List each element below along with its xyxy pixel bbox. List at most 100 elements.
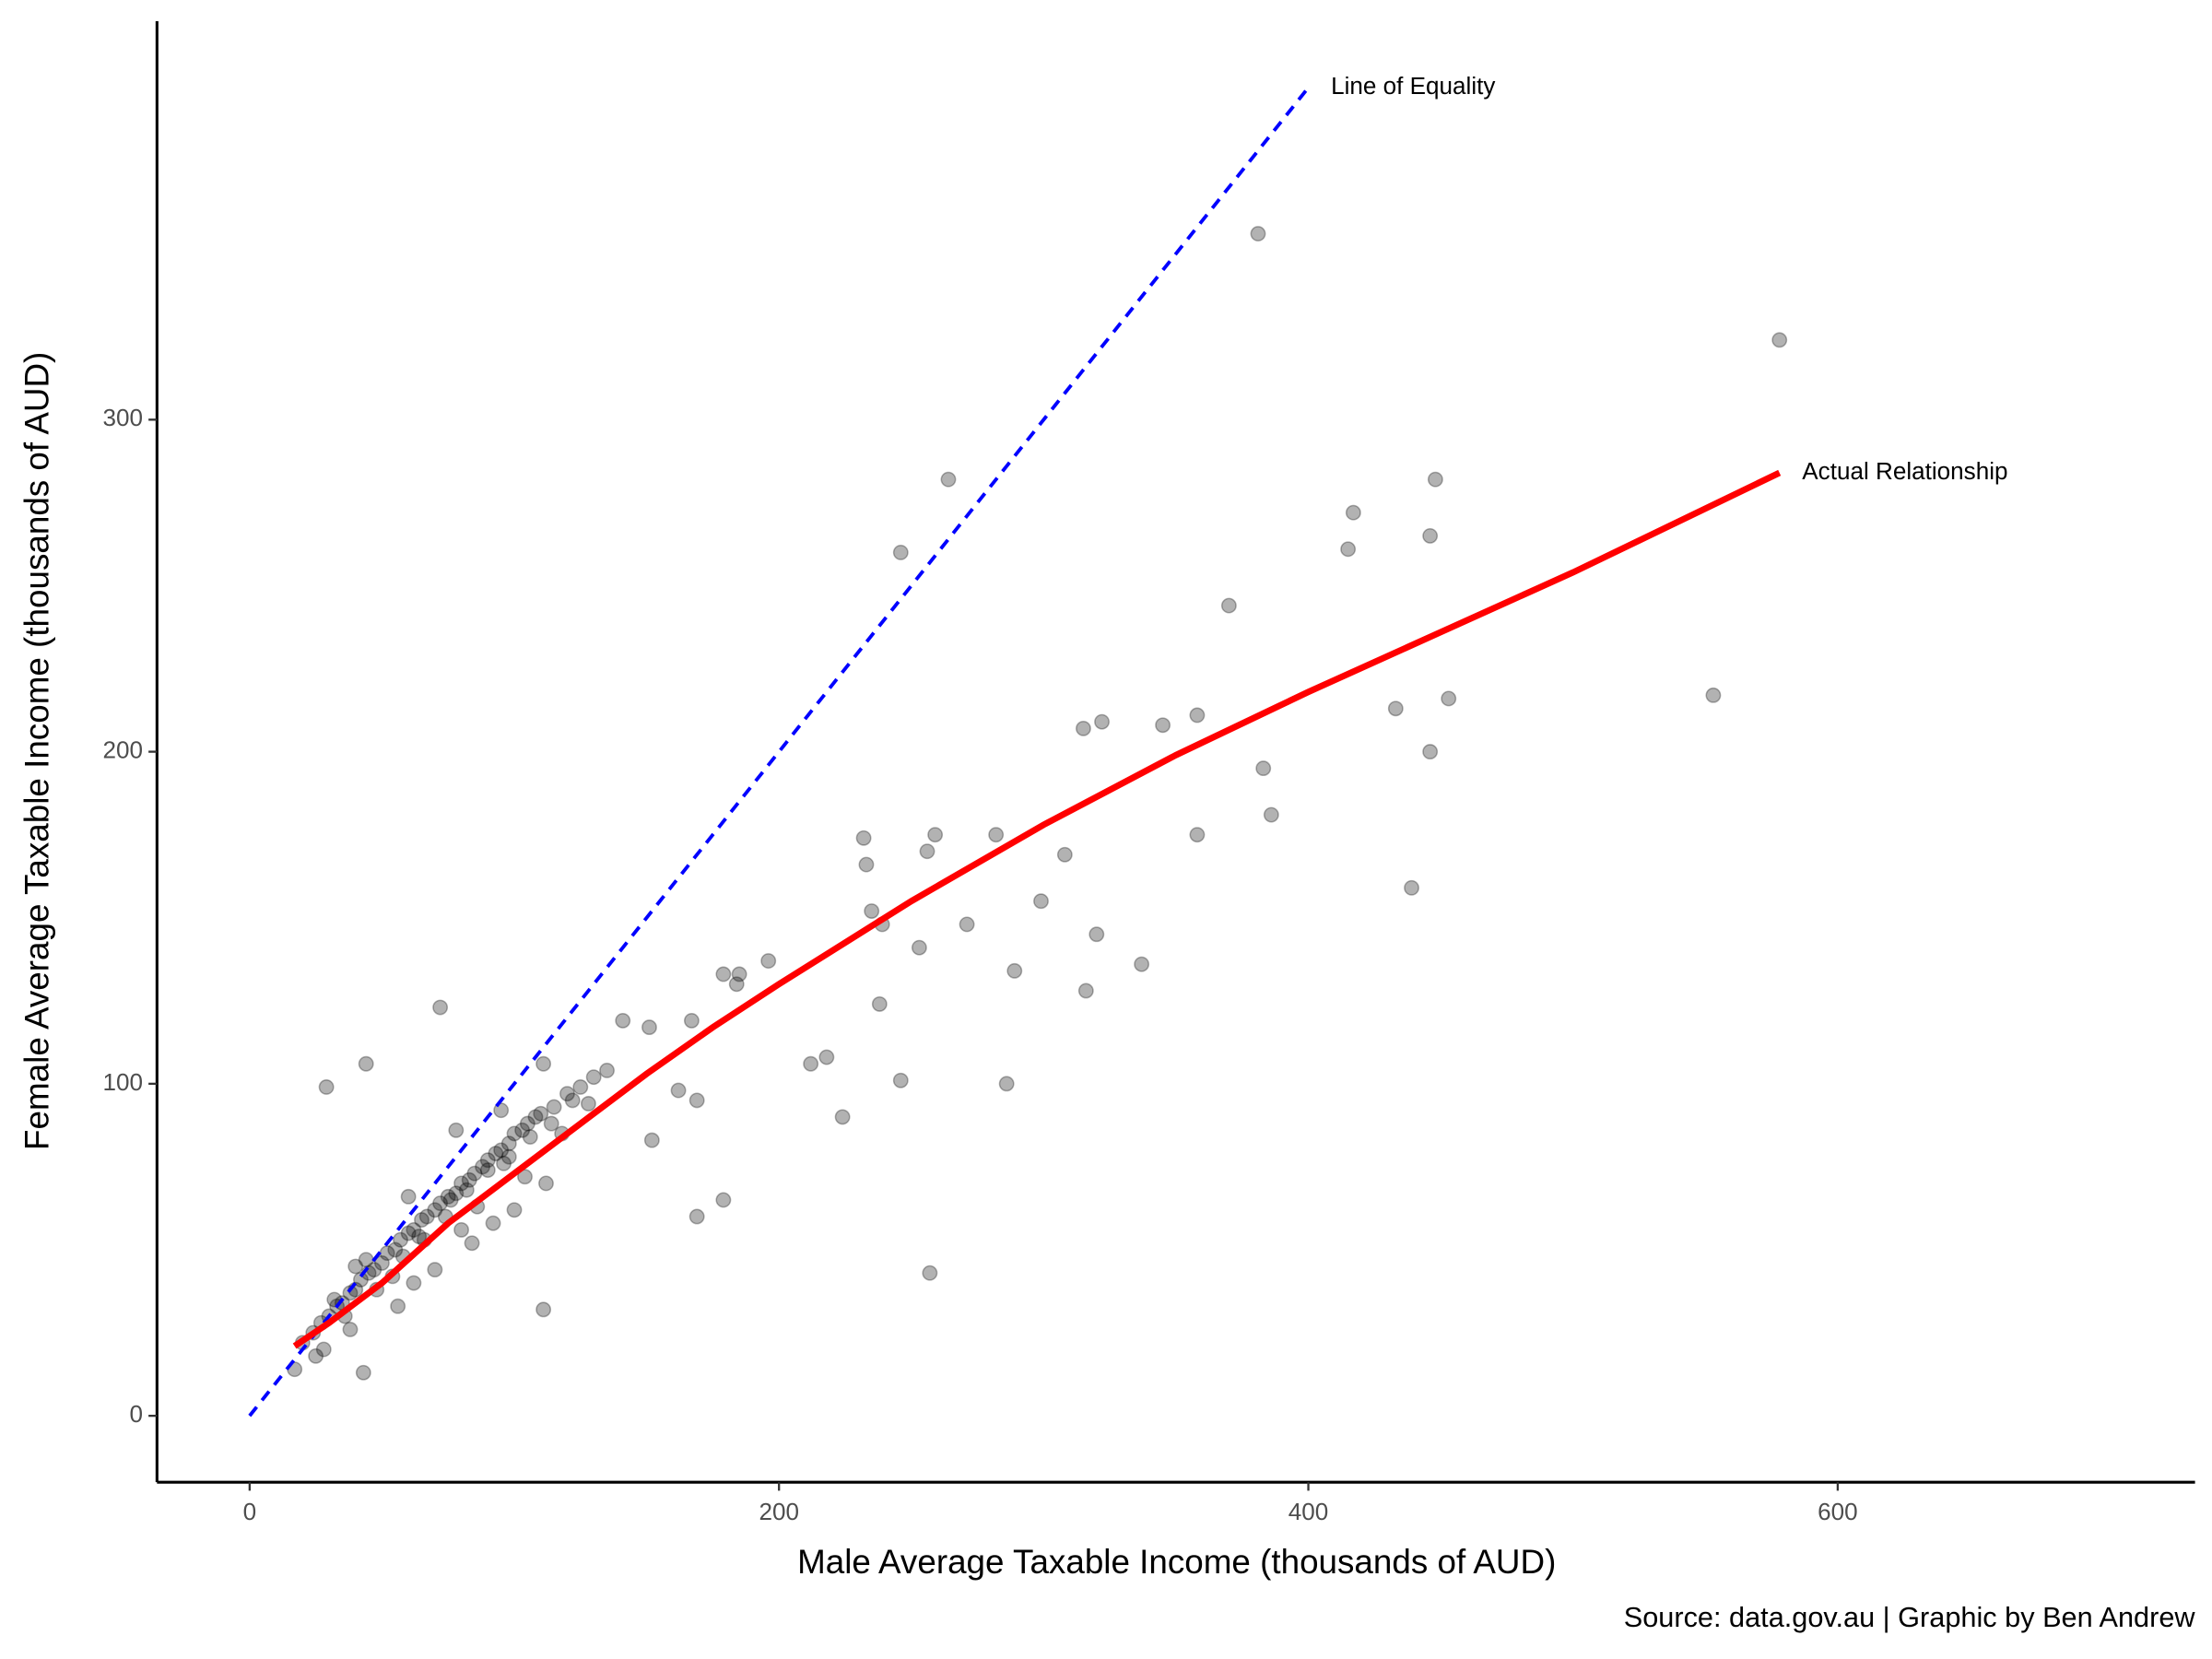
point <box>479 1162 496 1178</box>
point <box>559 1086 575 1102</box>
point <box>308 1347 324 1364</box>
point <box>670 1082 687 1099</box>
point <box>1263 806 1279 823</box>
point <box>535 1301 552 1318</box>
point <box>1422 744 1439 760</box>
point <box>683 1012 700 1029</box>
point <box>406 1275 422 1291</box>
point <box>1088 926 1105 943</box>
point <box>387 1241 404 1258</box>
point <box>479 1152 496 1169</box>
point <box>818 1049 835 1065</box>
point <box>411 1229 428 1245</box>
x-tick-label: 0 <box>243 1498 257 1525</box>
point <box>599 1063 615 1078</box>
x-tick-label: 200 <box>759 1498 799 1525</box>
point <box>506 1125 523 1142</box>
point <box>803 1055 819 1072</box>
point <box>432 1195 449 1212</box>
point <box>911 939 927 956</box>
point <box>728 976 745 993</box>
point <box>959 916 975 933</box>
point <box>427 1262 443 1278</box>
point <box>373 1254 390 1271</box>
point <box>535 1055 552 1072</box>
point <box>715 1192 732 1208</box>
point <box>688 1092 705 1109</box>
point <box>572 1079 589 1095</box>
point <box>448 1122 465 1138</box>
point <box>500 1148 517 1165</box>
point <box>453 1175 470 1192</box>
point <box>1094 713 1110 730</box>
point <box>1076 720 1091 736</box>
point <box>418 1208 435 1225</box>
point <box>342 1322 359 1337</box>
point <box>892 1072 909 1088</box>
point <box>400 1225 417 1241</box>
point <box>315 1341 332 1358</box>
point <box>1006 962 1023 979</box>
point <box>1220 597 1237 614</box>
point <box>892 545 909 560</box>
point <box>342 1285 359 1301</box>
point <box>519 1115 535 1132</box>
point <box>834 1109 851 1125</box>
point <box>585 1069 602 1086</box>
point <box>353 1271 369 1288</box>
point <box>453 1221 470 1238</box>
point <box>517 1169 533 1185</box>
point <box>318 1079 335 1095</box>
x-axis-title: Male Average Taxable Income (thousands o… <box>797 1543 1556 1581</box>
point <box>1427 471 1443 488</box>
point <box>475 1159 490 1175</box>
point <box>1387 700 1404 717</box>
point <box>871 995 888 1012</box>
x-tick-label: 400 <box>1288 1498 1329 1525</box>
point <box>1441 690 1457 707</box>
point <box>922 1265 938 1281</box>
point <box>546 1099 562 1115</box>
point <box>988 827 1005 843</box>
point <box>358 1055 374 1072</box>
line-label: Line of Equality <box>1331 72 1495 100</box>
point <box>448 1185 465 1202</box>
point <box>641 1019 657 1036</box>
point <box>1189 707 1206 724</box>
trend-line <box>292 469 1782 1349</box>
point <box>493 1142 510 1159</box>
point <box>688 1208 705 1225</box>
point <box>998 1076 1015 1092</box>
point <box>1056 846 1073 863</box>
point <box>488 1146 504 1161</box>
point <box>506 1202 523 1218</box>
point <box>406 1221 422 1238</box>
point <box>858 856 875 873</box>
point <box>514 1122 531 1138</box>
point <box>400 1188 417 1205</box>
point <box>564 1092 581 1109</box>
point <box>427 1202 443 1218</box>
point <box>1422 527 1439 544</box>
line-label: Actual Relationship <box>1802 457 2007 485</box>
y-tick-label: 0 <box>129 1400 143 1428</box>
point <box>1033 893 1049 910</box>
point <box>496 1155 512 1171</box>
point <box>522 1129 538 1145</box>
point <box>440 1188 456 1205</box>
point <box>1705 687 1722 703</box>
point <box>1250 226 1266 242</box>
y-tick-label: 300 <box>102 404 143 431</box>
point <box>355 1364 371 1381</box>
point <box>393 1231 408 1248</box>
point <box>855 830 872 846</box>
point <box>432 999 449 1016</box>
y-tick-label: 100 <box>102 1068 143 1096</box>
point <box>461 1171 477 1188</box>
point <box>500 1135 517 1152</box>
x-tick-label: 600 <box>1818 1498 1858 1525</box>
trend-line <box>248 86 1311 1418</box>
point <box>464 1235 480 1252</box>
point <box>864 903 880 919</box>
point <box>1345 504 1361 521</box>
